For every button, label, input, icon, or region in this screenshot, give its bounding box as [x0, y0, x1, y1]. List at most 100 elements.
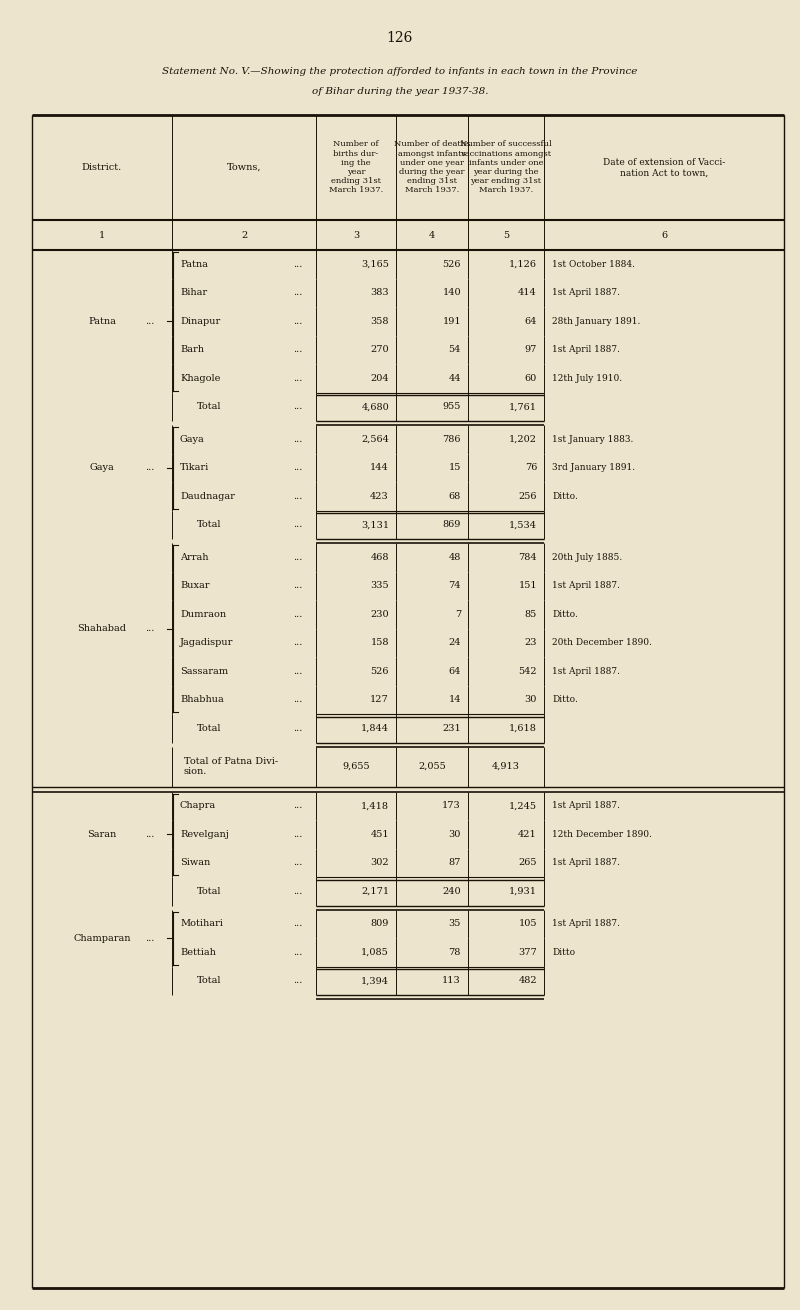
Text: 302: 302 [370, 858, 389, 867]
Text: Total: Total [197, 520, 222, 529]
Text: Patna: Patna [88, 317, 116, 326]
Text: Ditto.: Ditto. [552, 491, 578, 500]
Text: 97: 97 [525, 346, 537, 354]
Text: 113: 113 [442, 976, 461, 985]
Text: 1,534: 1,534 [509, 520, 537, 529]
Text: ...: ... [294, 346, 302, 354]
Text: 15: 15 [449, 464, 461, 472]
Text: Ditto: Ditto [552, 947, 575, 956]
Text: 270: 270 [370, 346, 389, 354]
Text: Siwan: Siwan [180, 858, 210, 867]
Text: 358: 358 [370, 317, 389, 326]
Text: 78: 78 [449, 947, 461, 956]
Text: 76: 76 [525, 464, 537, 472]
Text: Bhabhua: Bhabhua [180, 696, 224, 705]
Text: 1,394: 1,394 [361, 976, 389, 985]
Text: 256: 256 [518, 491, 537, 500]
Text: ...: ... [294, 887, 302, 896]
Text: Gaya: Gaya [90, 464, 114, 472]
Text: 23: 23 [525, 638, 537, 647]
Text: 64: 64 [525, 317, 537, 326]
Text: Bettiah: Bettiah [180, 947, 216, 956]
Text: 60: 60 [525, 373, 537, 383]
Text: ...: ... [294, 976, 302, 985]
Text: 35: 35 [449, 920, 461, 929]
Text: 20th July 1885.: 20th July 1885. [552, 553, 622, 562]
Text: Number of successful
vaccinations amongst
infants under one
year during the
year: Number of successful vaccinations amongs… [460, 140, 552, 194]
Text: Sassaram: Sassaram [180, 667, 228, 676]
Text: 5: 5 [503, 231, 509, 240]
Text: 482: 482 [518, 976, 537, 985]
Text: Number of
births dur-
ing the
year
ending 31st
March 1937.: Number of births dur- ing the year endin… [329, 140, 383, 194]
Text: Total: Total [197, 402, 222, 411]
Text: 809: 809 [370, 920, 389, 929]
Text: ...: ... [146, 464, 154, 472]
Text: 1st April 1887.: 1st April 1887. [552, 920, 620, 929]
Text: 1,418: 1,418 [361, 802, 389, 811]
Text: 30: 30 [449, 829, 461, 838]
Text: ...: ... [294, 435, 302, 444]
Text: 955: 955 [442, 402, 461, 411]
Text: Patna: Patna [180, 259, 208, 269]
Text: Total: Total [197, 976, 222, 985]
Text: Revelganj: Revelganj [180, 829, 229, 838]
Text: 383: 383 [370, 288, 389, 297]
Text: 1st April 1887.: 1st April 1887. [552, 858, 620, 867]
Text: 4,680: 4,680 [362, 402, 389, 411]
Text: 1,202: 1,202 [509, 435, 537, 444]
Text: ...: ... [294, 696, 302, 705]
Text: 240: 240 [442, 887, 461, 896]
Text: Ditto.: Ditto. [552, 609, 578, 618]
Text: 1st April 1887.: 1st April 1887. [552, 346, 620, 354]
Text: Shahabad: Shahabad [78, 624, 126, 633]
Text: ...: ... [294, 464, 302, 472]
Text: Statement No. V.—Showing the protection afforded to infants in each town in the : Statement No. V.—Showing the protection … [162, 68, 638, 76]
Text: 869: 869 [442, 520, 461, 529]
Text: 1st April 1887.: 1st April 1887. [552, 288, 620, 297]
Text: 1,245: 1,245 [509, 802, 537, 811]
Text: 265: 265 [518, 858, 537, 867]
Text: 12th December 1890.: 12th December 1890. [552, 829, 652, 838]
Text: 87: 87 [449, 858, 461, 867]
Text: of Bihar during the year 1937-38.: of Bihar during the year 1937-38. [312, 88, 488, 97]
Text: 68: 68 [449, 491, 461, 500]
Text: Towns,: Towns, [226, 162, 262, 172]
Text: 28th January 1891.: 28th January 1891. [552, 317, 640, 326]
Text: ...: ... [294, 317, 302, 326]
Text: 48: 48 [449, 553, 461, 562]
Text: 14: 14 [449, 696, 461, 705]
Text: 786: 786 [442, 435, 461, 444]
Text: 1,085: 1,085 [362, 947, 389, 956]
Text: ...: ... [294, 520, 302, 529]
Text: 74: 74 [449, 582, 461, 591]
Text: ...: ... [294, 858, 302, 867]
Text: 4: 4 [429, 231, 435, 240]
Text: 421: 421 [518, 829, 537, 838]
Text: 204: 204 [370, 373, 389, 383]
Text: 1st April 1887.: 1st April 1887. [552, 802, 620, 811]
Text: ...: ... [294, 829, 302, 838]
Text: 335: 335 [370, 582, 389, 591]
Text: 230: 230 [370, 609, 389, 618]
Text: 20th December 1890.: 20th December 1890. [552, 638, 652, 647]
Text: 451: 451 [370, 829, 389, 838]
Text: ...: ... [146, 829, 154, 838]
Text: Champaran: Champaran [74, 934, 130, 942]
Text: ...: ... [294, 553, 302, 562]
Text: 423: 423 [370, 491, 389, 500]
Text: 2,055: 2,055 [418, 762, 446, 772]
Text: 231: 231 [442, 723, 461, 732]
Text: ...: ... [294, 288, 302, 297]
Text: Buxar: Buxar [180, 582, 210, 591]
Text: 4,913: 4,913 [492, 762, 520, 772]
Text: 1,844: 1,844 [361, 723, 389, 732]
Text: 1st April 1887.: 1st April 1887. [552, 582, 620, 591]
Text: 414: 414 [518, 288, 537, 297]
Text: 2: 2 [241, 231, 247, 240]
Text: 3: 3 [353, 231, 359, 240]
Text: 526: 526 [442, 259, 461, 269]
Text: 44: 44 [449, 373, 461, 383]
Text: Chapra: Chapra [180, 802, 216, 811]
Text: 85: 85 [525, 609, 537, 618]
Text: 1,931: 1,931 [509, 887, 537, 896]
